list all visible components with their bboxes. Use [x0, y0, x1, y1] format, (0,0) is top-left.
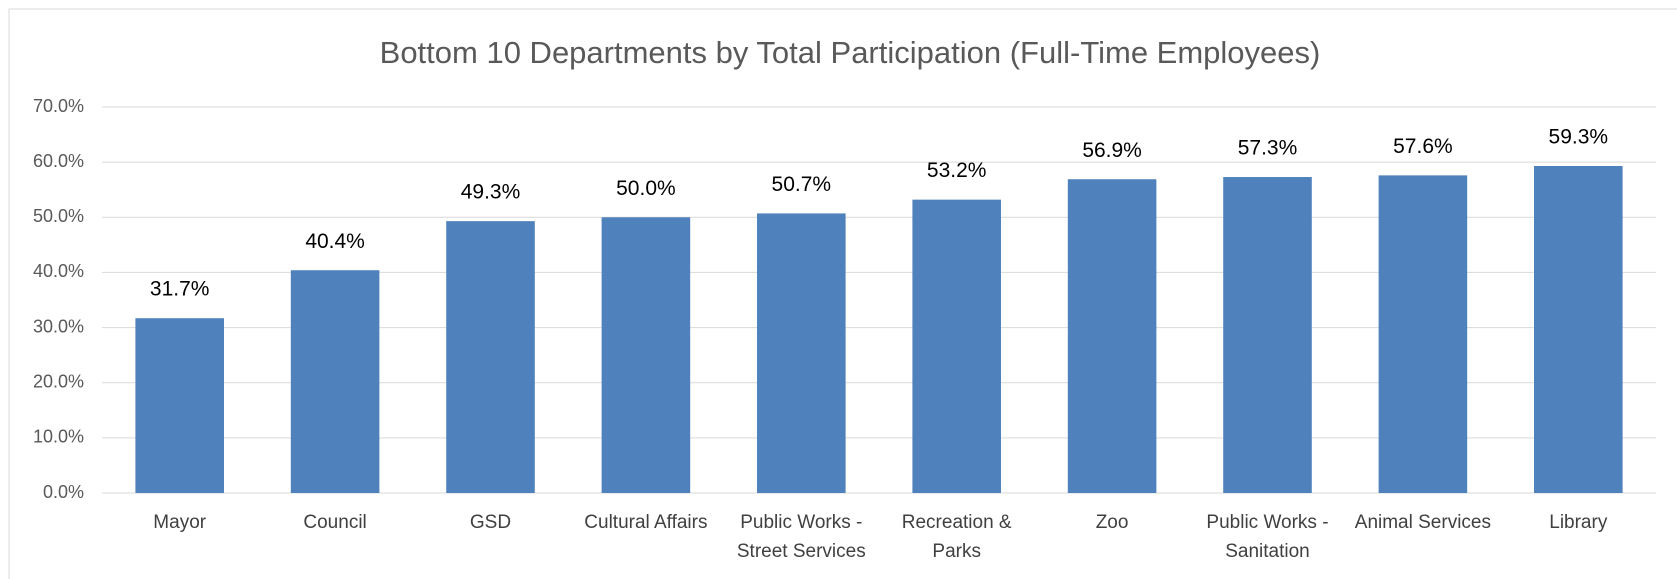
bar	[446, 221, 535, 493]
bar	[757, 213, 846, 493]
x-tick-label: Zoo	[1095, 512, 1129, 533]
bar	[1378, 175, 1468, 493]
data-label: 40.4%	[305, 230, 365, 253]
bar	[601, 217, 691, 494]
x-tick-label: Animal Services	[1354, 512, 1491, 533]
data-label: 49.3%	[461, 181, 521, 204]
y-tick-label: 10.0%	[33, 427, 84, 447]
x-tick-label: Public Works - Sanitation	[1206, 512, 1329, 562]
data-label: 57.3%	[1238, 137, 1298, 160]
x-tick-label: GSD	[469, 512, 512, 533]
data-label: 50.0%	[616, 177, 676, 200]
data-label: 56.9%	[1082, 139, 1142, 162]
x-tick-label: Public Works - Street Services	[736, 512, 866, 562]
data-label: 57.6%	[1393, 135, 1453, 158]
data-label: 53.2%	[927, 159, 987, 182]
y-tick-label: 30.0%	[33, 316, 84, 336]
y-tick-label: 0.0%	[43, 482, 84, 502]
data-label: 31.7%	[150, 278, 210, 301]
x-tick-label: Council	[303, 512, 367, 533]
y-tick-label: 70.0%	[33, 96, 84, 116]
y-tick-label: 50.0%	[33, 206, 84, 226]
x-tick-label: Mayor	[153, 512, 207, 533]
bar	[1067, 179, 1157, 494]
chart-title: Bottom 10 Departments by Total Participa…	[380, 35, 1321, 70]
y-tick-label: 40.0%	[33, 261, 84, 281]
y-tick-label: 20.0%	[33, 371, 84, 391]
data-label: 59.3%	[1549, 126, 1609, 149]
bar	[1223, 177, 1312, 493]
bar	[290, 270, 380, 493]
bar	[1534, 166, 1623, 493]
y-tick-label: 60.0%	[33, 151, 84, 171]
chart-frame	[8, 8, 1677, 579]
bar	[912, 199, 1001, 493]
x-tick-label: Cultural Affairs	[584, 512, 708, 533]
bar	[135, 318, 224, 493]
x-tick-label: Library	[1549, 512, 1608, 533]
x-tick-label: Recreation & Parks	[901, 512, 1012, 562]
data-label: 50.7%	[772, 173, 832, 196]
